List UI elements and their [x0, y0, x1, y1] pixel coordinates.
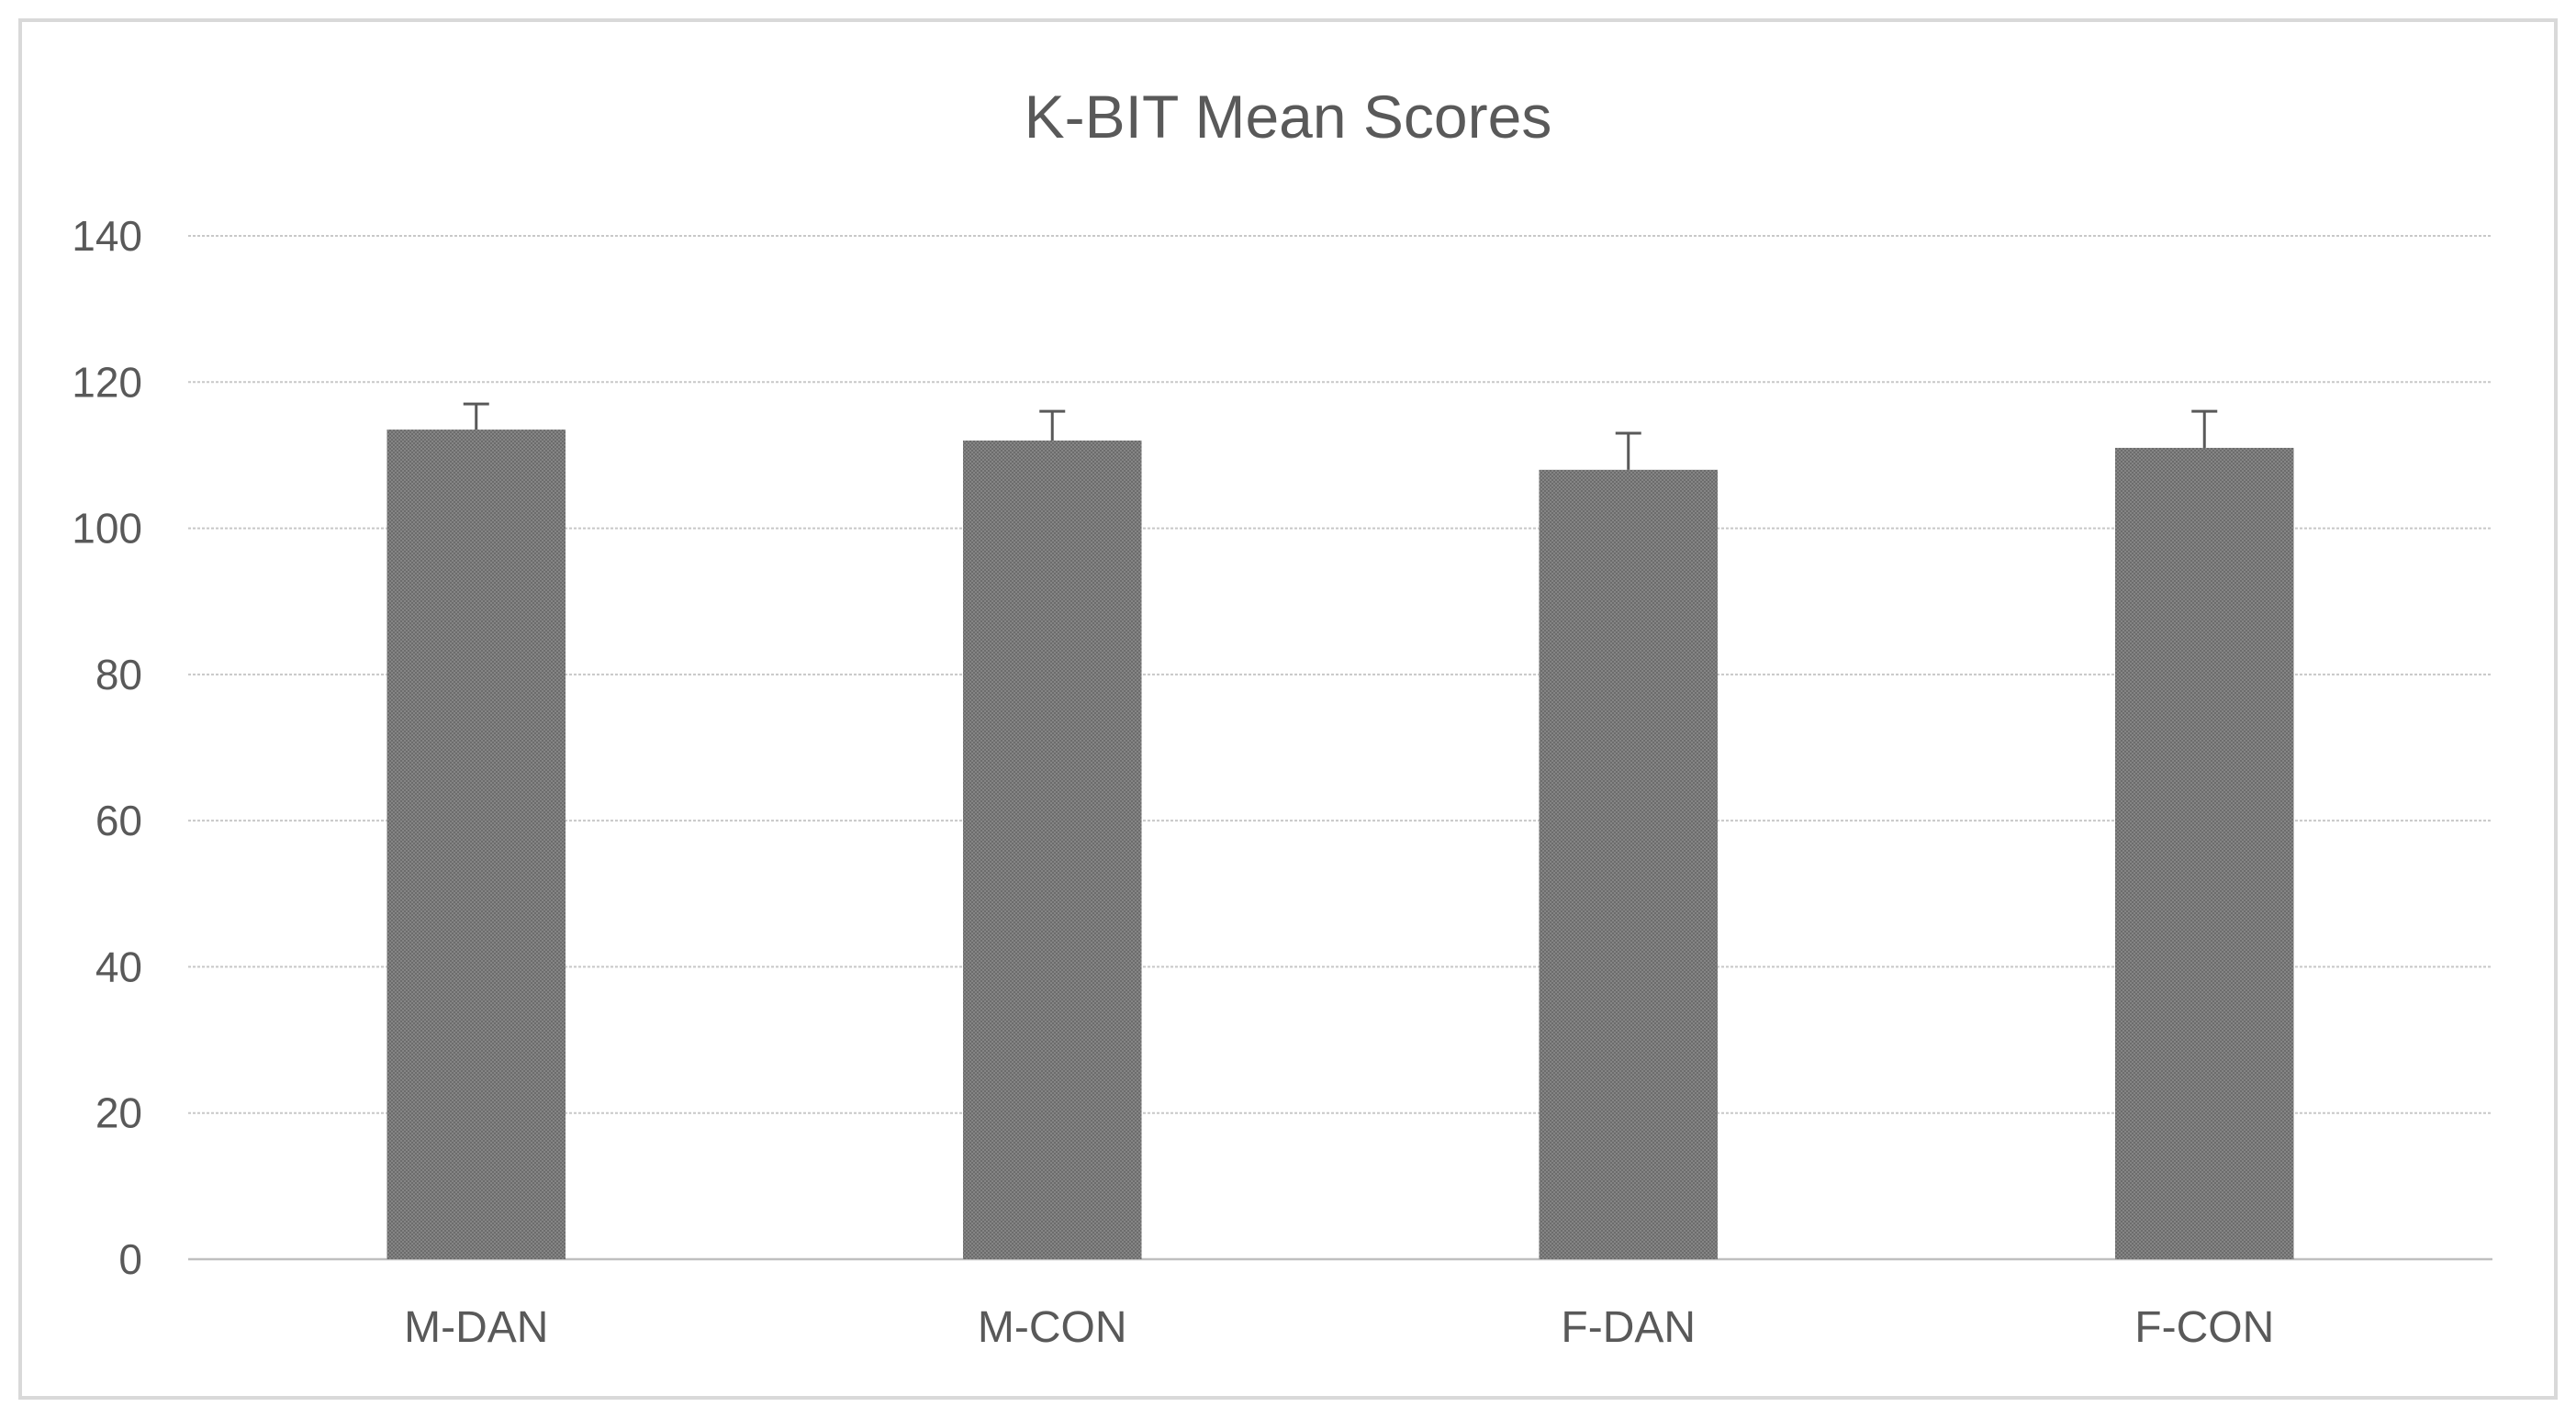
error-bars	[463, 402, 2218, 470]
chart-title: K-BIT Mean Scores	[1025, 83, 1552, 151]
x-category-label: F-CON	[2134, 1303, 2274, 1352]
x-category-label: M-CON	[978, 1303, 1127, 1352]
y-tick-label: 0	[118, 1235, 142, 1283]
error-bar-m-dan	[463, 402, 489, 430]
x-axis-categories: M-DAN M-CON F-DAN F-CON	[404, 1303, 2274, 1352]
bar-f-con	[2114, 447, 2294, 1259]
y-axis-ticks: 0 20 40 60 80 100 120 140	[72, 212, 142, 1283]
bar-f-dan	[1539, 469, 1719, 1259]
y-tick-label: 20	[95, 1089, 142, 1137]
error-bar-f-dan	[1615, 431, 1641, 470]
error-bar-m-con	[1039, 409, 1066, 441]
bars	[386, 430, 2294, 1259]
bar-m-con	[962, 441, 1142, 1259]
y-tick-label: 80	[95, 651, 142, 698]
y-tick-label: 140	[72, 212, 142, 260]
x-category-label: M-DAN	[404, 1303, 548, 1352]
y-tick-label: 60	[95, 797, 142, 844]
y-tick-label: 100	[72, 505, 142, 553]
x-category-label: F-DAN	[1561, 1303, 1696, 1352]
y-tick-label: 120	[72, 358, 142, 406]
gridlines	[188, 235, 2492, 1261]
y-tick-label: 40	[95, 943, 142, 990]
bar-m-dan	[386, 430, 566, 1259]
error-bar-f-con	[2191, 409, 2218, 448]
